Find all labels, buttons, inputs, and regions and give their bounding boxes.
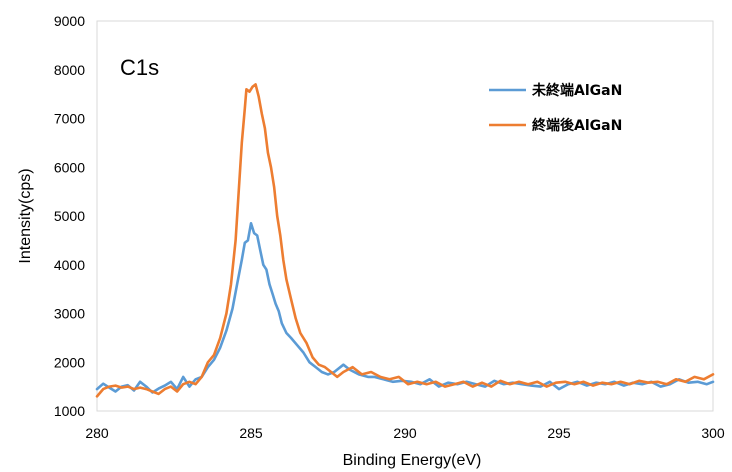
y-tick-label: 7000 (54, 111, 85, 127)
y-axis-ticks: 1000 2000 3000 4000 5000 6000 7000 8000 9000 (54, 13, 85, 419)
series-lines (95, 83, 715, 398)
peak-annotation: C1s (120, 55, 159, 80)
plot-frame (96, 20, 714, 412)
x-tick-label: 285 (239, 425, 263, 441)
y-tick-label: 8000 (54, 62, 85, 78)
y-tick-label: 2000 (54, 354, 85, 370)
x-axis-title: Binding Energy(eV) (343, 452, 482, 469)
x-tick-label: 300 (701, 425, 725, 441)
y-tick-label: 6000 (54, 159, 85, 175)
y-axis-title: Intensity(cps) (17, 168, 34, 263)
x-tick-label: 295 (547, 425, 571, 441)
legend-label-2: 終端後AlGaN (532, 117, 622, 134)
y-tick-label: 4000 (54, 257, 85, 273)
series-line-2 (95, 83, 715, 398)
legend: 未終端AlGaN 終端後AlGaN (489, 82, 622, 134)
y-tick-label: 5000 (54, 208, 85, 224)
y-tick-label: 1000 (54, 403, 85, 419)
y-tick-label: 9000 (54, 13, 85, 29)
x-axis-ticks: 280 285 290 295 300 (85, 425, 725, 441)
series-line-1 (95, 222, 715, 394)
legend-label-1: 未終端AlGaN (532, 82, 622, 99)
x-tick-label: 290 (393, 425, 417, 441)
y-tick-label: 3000 (54, 306, 85, 322)
x-tick-label: 280 (85, 425, 109, 441)
